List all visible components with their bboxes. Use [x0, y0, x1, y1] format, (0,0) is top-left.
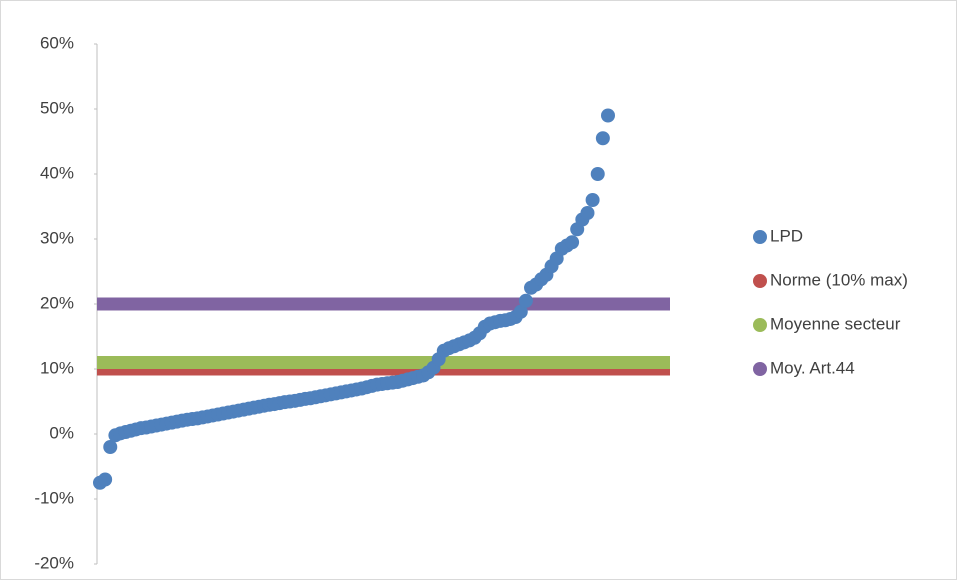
legend-label: Norme (10% max) — [770, 270, 908, 289]
scatter-point — [103, 440, 118, 454]
legend-label: LPD — [770, 226, 803, 245]
scatter-point — [518, 293, 533, 308]
scatter-point — [601, 108, 615, 123]
legend-marker — [753, 318, 767, 332]
y-tick-label: -20% — [34, 553, 74, 572]
y-tick-label: 20% — [40, 293, 74, 312]
scatter-point — [590, 167, 605, 181]
scatter-point — [513, 304, 528, 319]
y-tick-label: 50% — [40, 98, 74, 117]
y-tick-label: 40% — [40, 163, 74, 182]
y-tick-label: 30% — [40, 228, 74, 247]
scatter-point — [565, 235, 580, 250]
legend-label: Moyenne secteur — [770, 314, 901, 333]
y-tick-label: 60% — [40, 33, 74, 52]
y-tick-label: 0% — [49, 423, 74, 442]
legend-marker — [753, 274, 767, 288]
y-tick-label: 10% — [40, 358, 74, 377]
legend-marker — [753, 230, 767, 244]
legend-label: Moy. Art.44 — [770, 358, 855, 377]
y-tick-label: -10% — [34, 488, 74, 507]
scatter-point — [585, 193, 600, 207]
legend-marker — [753, 362, 767, 376]
scatter-point — [580, 206, 595, 220]
scatter-point — [98, 472, 113, 487]
scatter-point — [595, 131, 610, 146]
